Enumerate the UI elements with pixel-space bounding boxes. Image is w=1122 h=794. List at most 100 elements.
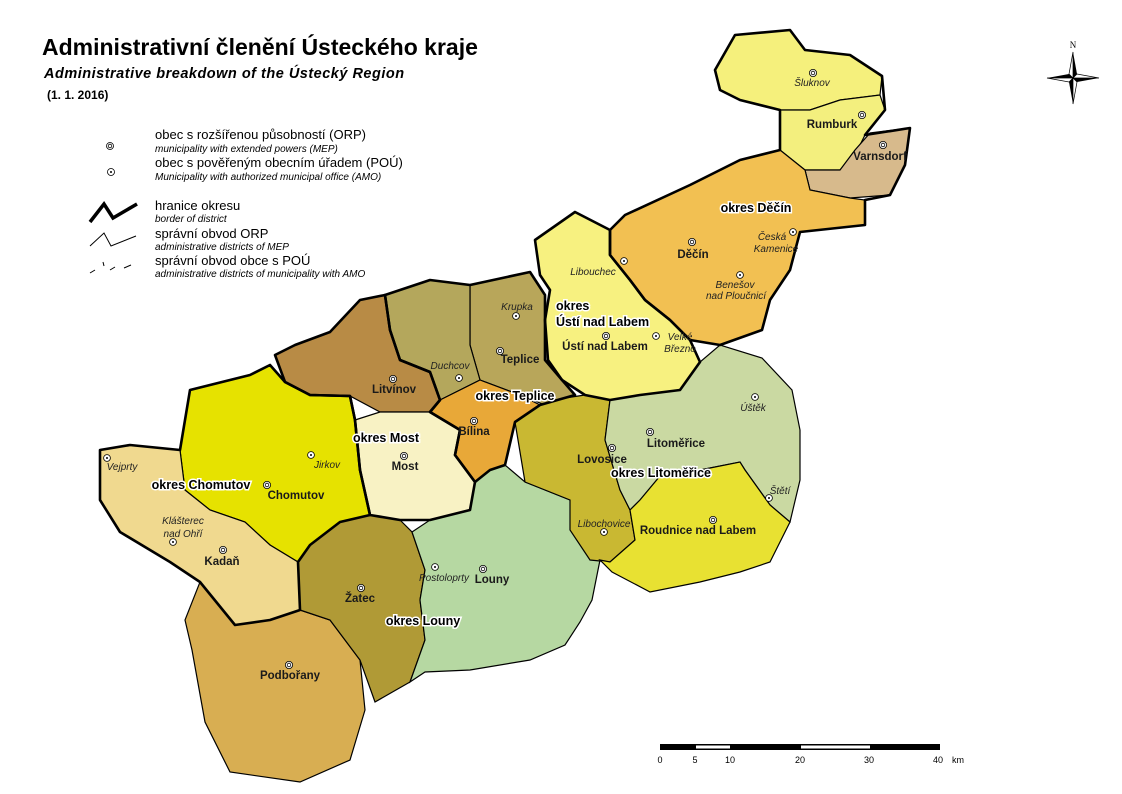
district-label-teplice: okres Teplice xyxy=(476,389,555,403)
orp-town-icon xyxy=(689,239,695,245)
orp-town-icon xyxy=(356,584,365,593)
label-lovosice: Lovosice xyxy=(577,454,627,466)
label-benesov-2: nad Ploučnicí xyxy=(706,291,767,302)
label-ceska-1: Česká xyxy=(758,230,787,243)
orp-border-icon xyxy=(89,232,137,247)
pou-town-dot-icon xyxy=(434,566,436,568)
region-decin[interactable] xyxy=(609,149,866,346)
orp-town-icon xyxy=(390,376,396,382)
orp-town-icon xyxy=(284,661,293,670)
legend-pou-cz: obec s pověřeným obecním úřadem (POÚ) xyxy=(155,155,403,170)
region-louny[interactable] xyxy=(408,464,601,684)
pou-town-dot-icon xyxy=(106,457,108,459)
orp-town-icon xyxy=(480,566,486,572)
map-regions xyxy=(99,29,911,783)
orp-town-icon xyxy=(709,516,718,525)
label-postoloprty: Postoloprty xyxy=(419,573,470,584)
region-litvinov[interactable] xyxy=(274,294,441,413)
orp-town-icon xyxy=(810,70,816,76)
label-sluknov: Šluknov xyxy=(794,76,831,89)
map-subtitle: Administrative breakdown of the Ústecký … xyxy=(44,66,405,82)
legend-orp-area-cz: správní obvod ORP xyxy=(155,226,269,241)
region-rumburk[interactable] xyxy=(779,94,886,171)
label-litomerice: Litoměřice xyxy=(647,438,705,450)
pou-town-dot-icon xyxy=(768,497,770,499)
orp-town-icon xyxy=(286,662,292,668)
region-teplice[interactable] xyxy=(469,271,577,406)
orp-symbol-icon xyxy=(106,142,114,150)
region-chomutov[interactable] xyxy=(179,364,371,563)
orp-town-icon xyxy=(478,565,487,574)
label-steti: Štětí xyxy=(770,484,792,497)
district-border-icon xyxy=(88,200,138,224)
region-podborany[interactable] xyxy=(184,580,366,783)
district-label-most: okres Most xyxy=(353,431,420,445)
scale-tick-30: 30 xyxy=(864,755,874,765)
pou-border-icon xyxy=(89,261,132,274)
pou-town-icon xyxy=(431,563,439,571)
map-date: (1. 1. 2016) xyxy=(47,88,109,102)
region-varnsdorf[interactable] xyxy=(804,127,911,199)
region-duchcov[interactable] xyxy=(384,279,481,401)
label-klasterec-2: nad Ohří xyxy=(164,529,204,540)
pou-town-icon xyxy=(512,312,520,320)
orp-town-icon xyxy=(608,443,617,452)
region-bilina[interactable] xyxy=(429,379,542,483)
pou-town-dot-icon xyxy=(655,335,657,337)
pou-town-icon xyxy=(307,451,315,459)
label-most: Most xyxy=(392,461,419,473)
region-litomerice[interactable] xyxy=(604,344,801,524)
label-louny: Louny xyxy=(475,574,510,586)
orp-town-icon xyxy=(469,416,478,425)
region-roudnice-nad-labem[interactable] xyxy=(598,461,791,593)
label-libochovice: Libochovice xyxy=(578,519,631,530)
label-klasterec-1: Klášterec xyxy=(162,516,204,527)
scale-bar: 0 5 10 20 30 40 km xyxy=(657,744,964,765)
label-teplice: Teplice xyxy=(501,354,540,366)
orp-town-icon xyxy=(264,482,270,488)
pou-town-icon xyxy=(103,454,111,462)
pou-town-icon xyxy=(751,393,759,401)
pou-town-dot-icon xyxy=(739,274,741,276)
scale-tick-0: 0 xyxy=(657,755,662,765)
orp-town-icon xyxy=(603,333,609,339)
orp-town-icon xyxy=(688,237,697,246)
region-zatec[interactable] xyxy=(297,514,426,703)
region-sluknov[interactable] xyxy=(714,29,883,111)
orp-town-icon xyxy=(497,348,503,354)
orp-town-icon xyxy=(401,453,407,459)
legend-pou-area-en: administrative districts of municipality… xyxy=(155,269,366,280)
scale-tick-10: 10 xyxy=(725,755,735,765)
scale-tick-5: 5 xyxy=(692,755,697,765)
label-rumburk: Rumburk xyxy=(807,119,858,131)
orp-town-icon xyxy=(646,427,655,436)
pou-labels: Vejprty Klášterec nad Ohří Jirkov Duchco… xyxy=(107,230,799,584)
label-chomutov: Chomutov xyxy=(268,490,325,502)
region-most[interactable] xyxy=(354,411,476,521)
label-ceska-2: Kamenice xyxy=(754,244,799,255)
region-usti-nad-labem[interactable] xyxy=(534,211,701,401)
district-label-litomerice: okres Litoměřice xyxy=(611,466,711,480)
label-krupka: Krupka xyxy=(501,302,533,313)
label-zatec: Žatec xyxy=(345,592,376,605)
label-litvinov: Litvínov xyxy=(372,384,417,396)
pou-town-icon xyxy=(600,528,608,536)
label-podborany: Podbořany xyxy=(260,670,321,682)
orp-town-icon xyxy=(602,331,611,340)
legend-pou-en: Municipality with authorized municipal o… xyxy=(155,172,382,183)
label-usti: Ústí nad Labem xyxy=(562,340,648,353)
region-lovosice[interactable] xyxy=(514,394,636,563)
orp-town-icon xyxy=(471,418,477,424)
pou-town-dot-icon xyxy=(172,541,174,543)
region-kadan[interactable] xyxy=(99,444,301,626)
legend-orp-en: municipality with extended powers (MEP) xyxy=(155,144,338,155)
label-velke-2: Březno xyxy=(664,344,696,355)
district-label-chomutov: okres Chomutov xyxy=(152,478,251,492)
pou-town-dot-icon xyxy=(754,396,756,398)
compass-rose-icon: N xyxy=(1046,40,1100,105)
orp-town-icon xyxy=(647,429,653,435)
scale-tick-40: 40 xyxy=(933,755,943,765)
orp-town-icon xyxy=(858,111,867,120)
pou-town-icon xyxy=(765,494,773,502)
pou-town-icon xyxy=(736,271,744,279)
